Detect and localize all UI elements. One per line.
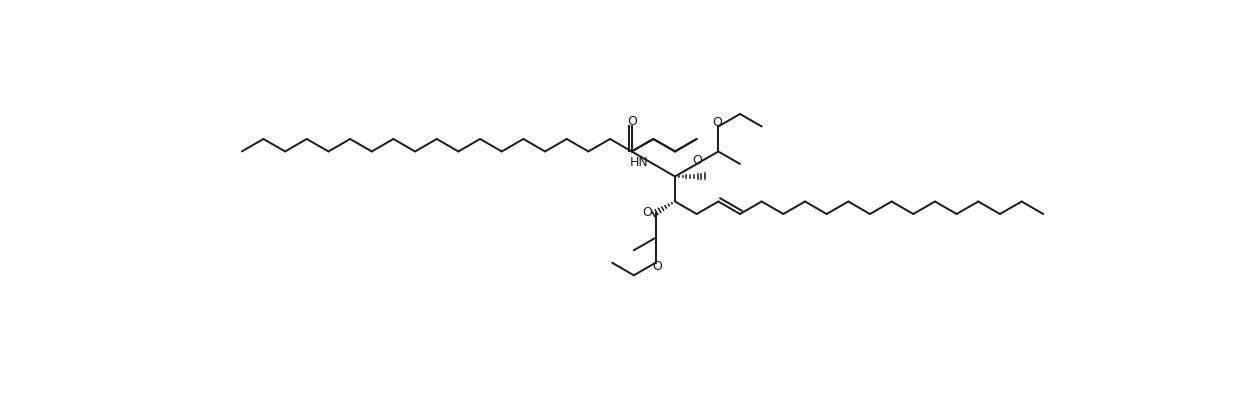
Text: O: O bbox=[642, 206, 651, 219]
Text: HN: HN bbox=[630, 156, 649, 169]
Text: O: O bbox=[691, 154, 701, 167]
Text: O: O bbox=[628, 115, 638, 128]
Text: O: O bbox=[712, 116, 722, 129]
Text: O: O bbox=[651, 260, 661, 273]
